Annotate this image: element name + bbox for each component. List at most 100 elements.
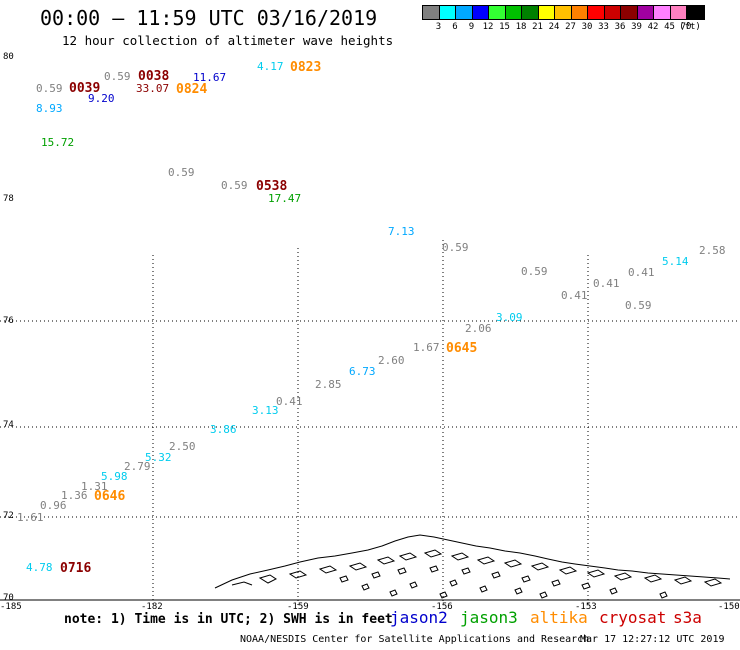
wave-height-label: 5.32	[145, 451, 172, 464]
observation-labels: 0.59 0039 9.20 0.59 0038 33.07 11.67 082…	[17, 60, 726, 576]
graticule	[0, 240, 740, 605]
lon-label: -156	[431, 602, 453, 612]
wave-height-label: 0.96	[40, 499, 67, 512]
satellite-label-cryosat: cryosat	[599, 608, 667, 627]
pass-time-label: 0645	[446, 341, 477, 356]
wave-height-label: 2.06	[465, 322, 492, 335]
legend-swatches	[422, 5, 705, 20]
wave-height-label: 0.59	[36, 82, 63, 95]
lat-label: 80	[3, 52, 14, 62]
legend-tick-label: 30	[581, 22, 593, 32]
lat-label: 72	[3, 511, 14, 521]
pass-time-label: 0038	[138, 69, 169, 84]
satellite-label-altika: altika	[530, 608, 588, 627]
wave-height-label: 1.67	[413, 341, 440, 354]
legend-tick-label: 45	[664, 22, 675, 32]
wave-height-label: 11.67	[193, 71, 226, 84]
legend-tick-label: 12	[482, 22, 494, 32]
wave-height-label: 17.47	[268, 192, 301, 205]
legend-swatch	[687, 6, 704, 19]
legend-tick-label: 33	[598, 22, 609, 32]
legend-tick-label: (ft)	[679, 22, 701, 32]
wave-height-label: 0.59	[521, 265, 548, 278]
legend-tick-label: 70	[680, 22, 692, 32]
x-axis-labels: -185 -182 -159 -156 -153 -150	[0, 602, 740, 612]
chart-title: 00:00 – 11:59 UTC 03/16/2019	[40, 6, 378, 30]
legend-tick-label: 27	[565, 22, 576, 32]
pass-time-label: 0823	[290, 60, 321, 75]
wave-height-label: 2.50	[169, 440, 196, 453]
legend-tick-label: 21	[532, 22, 543, 32]
legend-swatch	[423, 6, 440, 19]
wave-height-label: 5.98	[101, 470, 128, 483]
wave-height-label: 3.86	[210, 423, 237, 436]
wave-height-label: 5.14	[662, 255, 689, 268]
lon-label: -159	[287, 602, 309, 612]
legend-tick-label: 36	[614, 22, 626, 32]
wave-height-label: 0.41	[276, 395, 303, 408]
legend-swatch	[555, 6, 572, 19]
wave-height-label: 9.20	[88, 92, 115, 105]
legend-ticks: 3 6 9 12 15 18 21 24 27 30 33 36 39 42 45 70 (ft)	[422, 20, 705, 34]
wave-height-label: 7.13	[388, 225, 415, 238]
wave-height-label: 0.59	[221, 179, 248, 192]
wave-height-label: 33.07	[136, 82, 169, 95]
legend-swatch	[654, 6, 671, 19]
legend-tick-label: 24	[548, 22, 560, 32]
lat-label: 74	[3, 420, 14, 430]
coastline	[214, 534, 731, 599]
wave-height-label: 4.17	[257, 60, 284, 73]
y-axis-labels: 80 78 76 74 72 70	[3, 52, 14, 603]
pass-time-label: 0646	[94, 489, 125, 504]
credit-line: NOAA/NESDIS Center for Satellite Applica…	[240, 634, 590, 645]
wave-height-label: 3.09	[496, 311, 523, 324]
legend-tick-label: 39	[631, 22, 642, 32]
lon-label: -185	[0, 602, 22, 612]
legend-swatch	[489, 6, 506, 19]
lat-label: 78	[3, 194, 14, 204]
legend-swatch	[472, 6, 489, 19]
satellite-label-jason3: jason3	[460, 608, 518, 627]
lon-label: -150	[718, 602, 740, 612]
legend-tick-label: 9	[468, 22, 475, 32]
wave-height-label: 4.78	[26, 561, 53, 574]
chart-subtitle: 12 hour collection of altimeter wave hei…	[62, 33, 394, 48]
legend-swatch	[505, 6, 522, 19]
lon-label: -182	[141, 602, 163, 612]
wave-height-label: 6.73	[349, 365, 376, 378]
pass-time-label: 0039	[69, 81, 100, 96]
legend-swatch	[588, 6, 605, 19]
generated-timestamp: Mar 17 12:27:12 UTC 2019	[580, 634, 725, 645]
legend-swatch	[670, 6, 687, 19]
legend-swatch	[571, 6, 588, 19]
wave-height-label: 1.36	[61, 489, 88, 502]
wave-height-label: 2.79	[124, 460, 151, 473]
pass-time-label: 0716	[60, 561, 91, 576]
satellite-label-s3a: s3a	[673, 608, 702, 627]
wave-height-label: 15.72	[41, 136, 74, 149]
pass-time-label: 0538	[256, 179, 287, 194]
wave-height-label: 0.41	[561, 289, 588, 302]
wave-height-label: 3.13	[252, 404, 279, 417]
footnote: note: 1) Time is in UTC; 2) SWH is in fe…	[64, 612, 393, 627]
legend-tick-label: 42	[647, 22, 659, 32]
pass-time-label: 0824	[176, 82, 207, 97]
wave-height-label: 1.31	[81, 480, 108, 493]
legend-tick-label: 3	[435, 22, 442, 32]
wave-height-label: 2.60	[378, 354, 405, 367]
legend-swatch	[621, 6, 638, 19]
wave-height-label: 0.59	[168, 166, 195, 179]
wave-height-label: 0.59	[104, 70, 131, 83]
wave-height-label: 0.59	[442, 241, 469, 254]
legend-swatch	[522, 6, 539, 19]
wave-height-label: 2.85	[315, 378, 342, 391]
wave-height-label: 0.41	[628, 266, 655, 279]
satellite-label-jason2: jason2	[390, 608, 448, 627]
legend-tick-label: 15	[499, 22, 510, 32]
legend-tick-label: 6	[452, 22, 458, 32]
wave-height-label: 0.41	[593, 277, 620, 290]
wave-height-label: 8.93	[36, 102, 63, 115]
legend-swatch	[637, 6, 654, 19]
wave-height-label: 2.58	[699, 244, 726, 257]
